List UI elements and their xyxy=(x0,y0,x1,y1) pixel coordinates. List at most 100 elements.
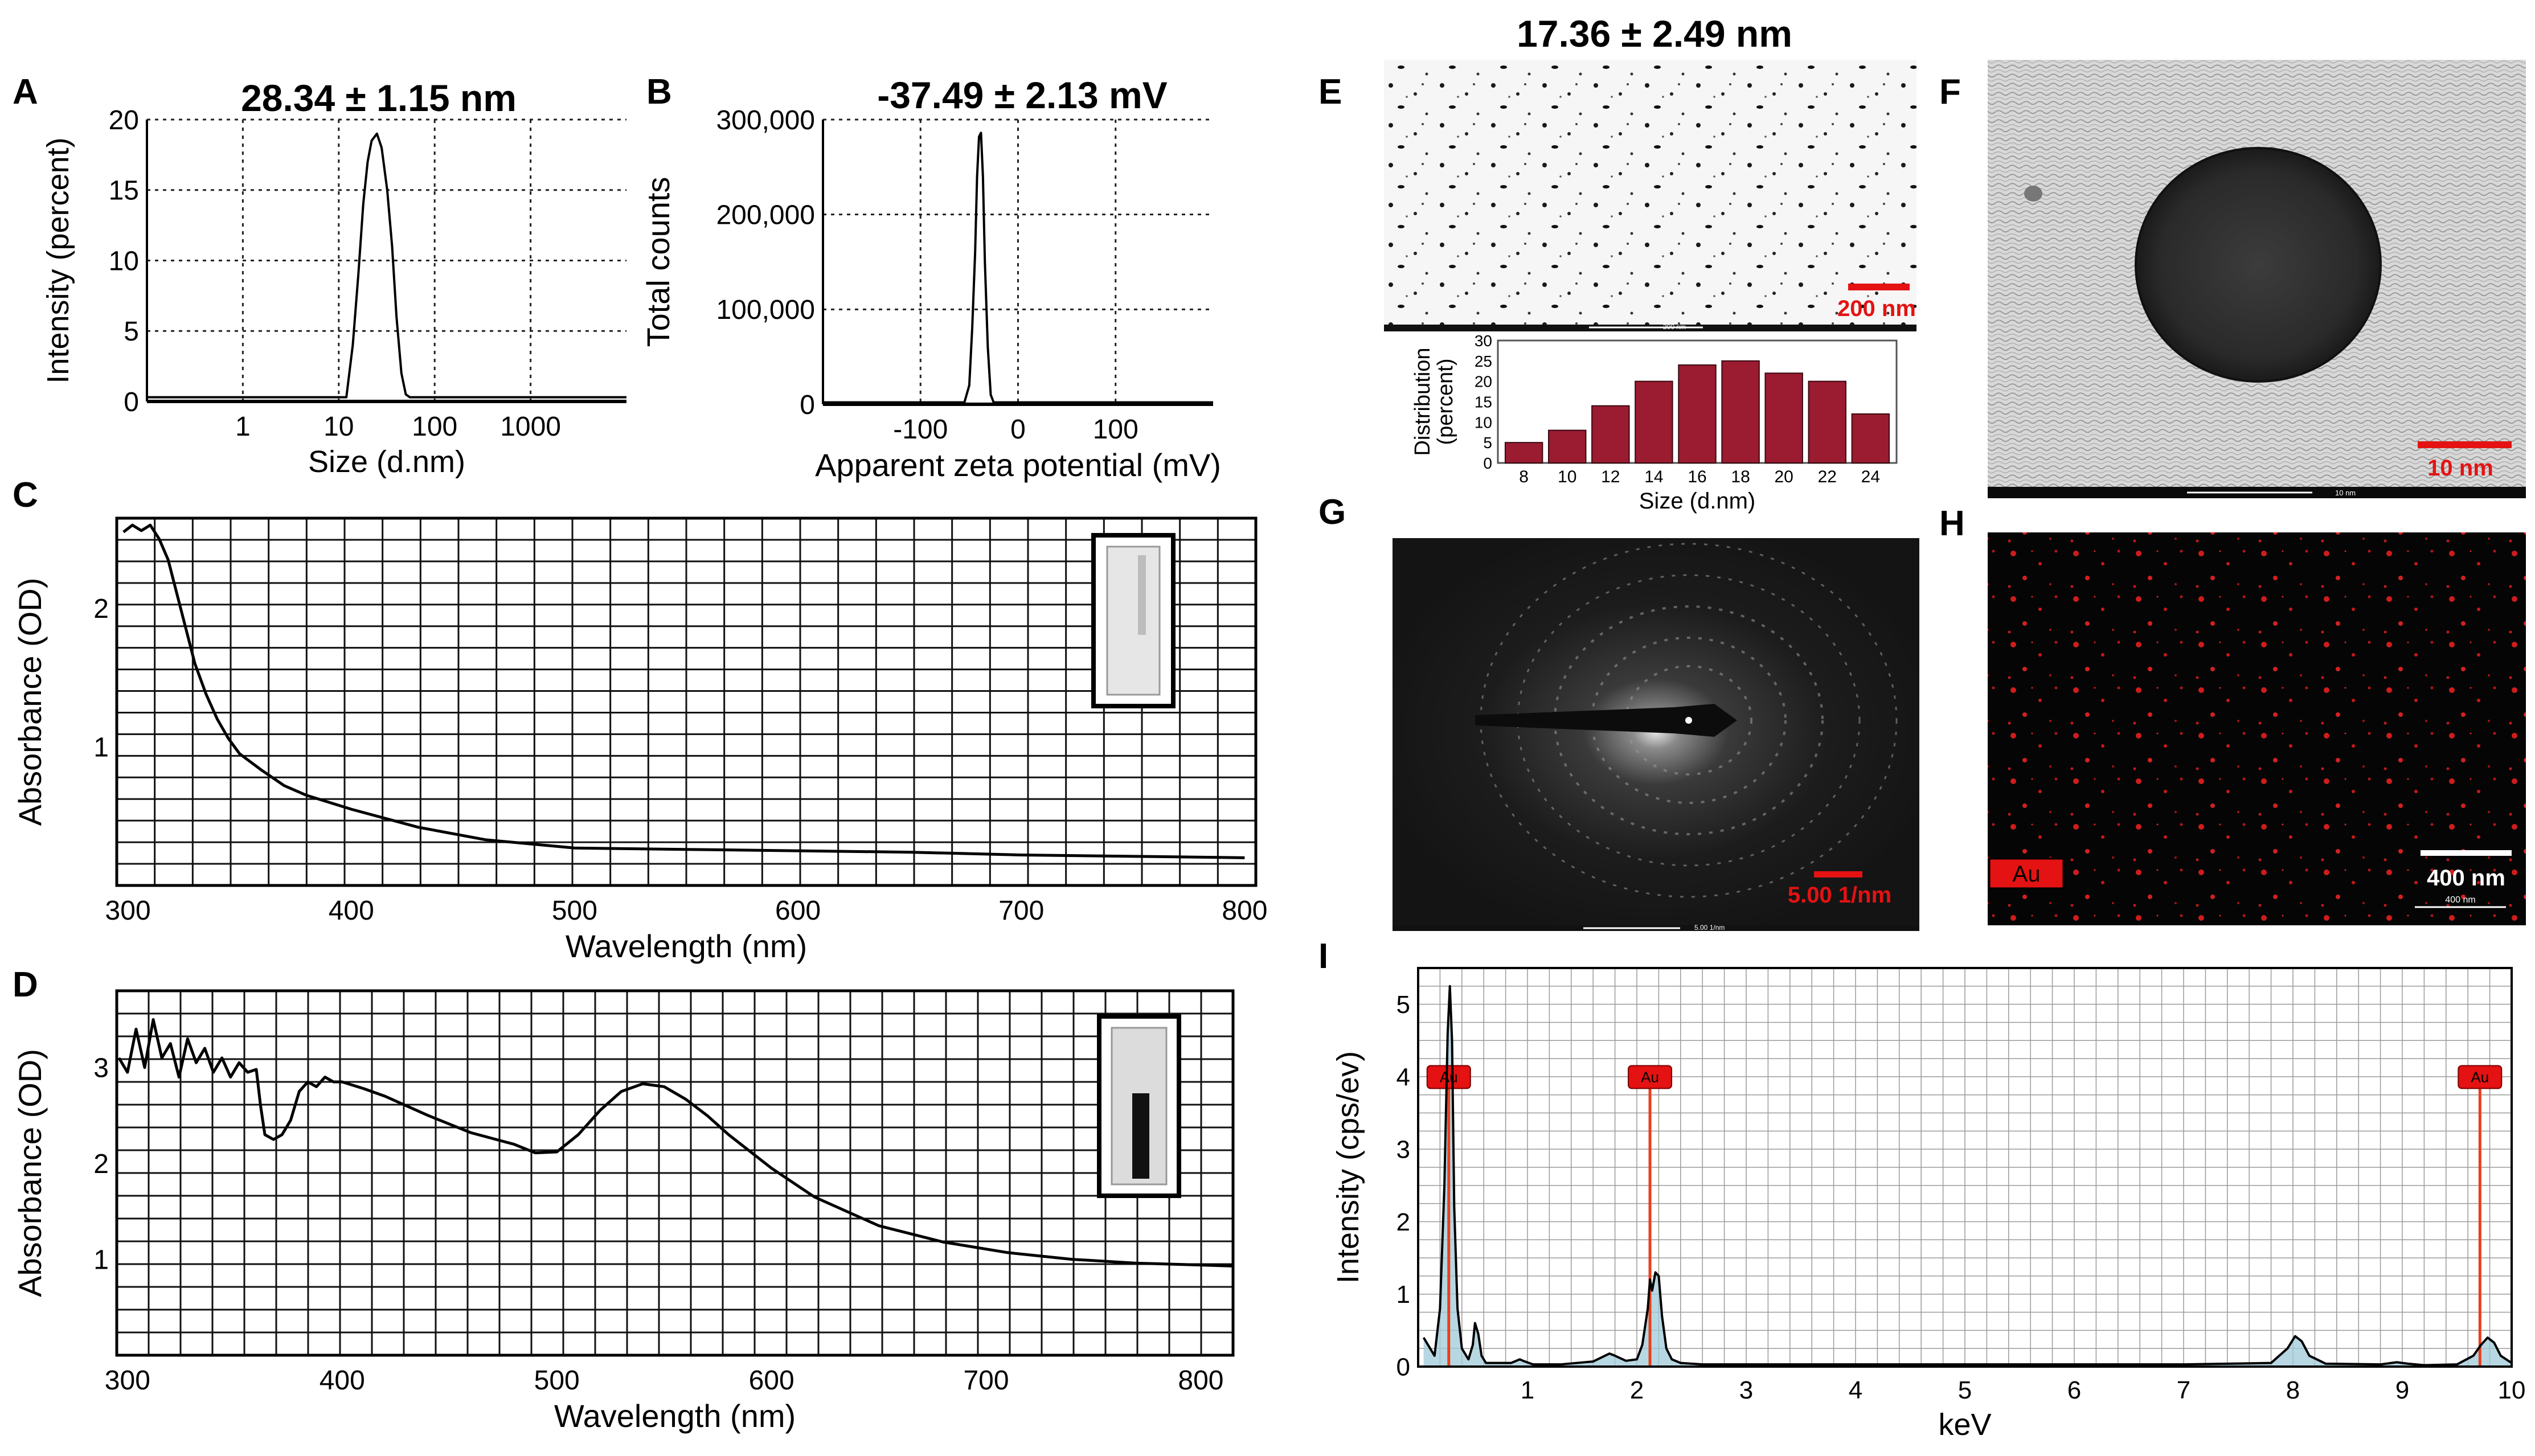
bar-14 xyxy=(1635,380,1673,464)
panel-letter-g: G xyxy=(1318,493,1346,532)
panel-e-micro-scale-text: 200 nm xyxy=(1663,323,1686,331)
bar-22 xyxy=(1808,380,1846,464)
x-tick-label-6: 20 xyxy=(1774,467,1793,486)
panel-letter-h: H xyxy=(1939,504,1965,543)
cuvette-inset-c xyxy=(1091,533,1176,708)
x-tick-label-2: 500 xyxy=(552,896,597,926)
series-line-i xyxy=(1422,985,2513,1367)
y-axis-label: Absorbance (OD) xyxy=(12,1049,48,1297)
y-tick-label-0: 0 xyxy=(1483,454,1492,472)
x-tick-label-2: 12 xyxy=(1601,467,1620,486)
cuvette-inset-d xyxy=(1097,1014,1181,1198)
x-tick-label-5: 18 xyxy=(1731,467,1750,486)
plot-frame xyxy=(115,989,1235,1357)
panel-h-element-label: Au xyxy=(2013,862,2041,887)
y-tick-label-0: 0 xyxy=(800,390,815,420)
series-line-c xyxy=(122,523,1245,859)
y-axis-label: Total counts xyxy=(640,177,676,347)
y-tick-label-2: 10 xyxy=(1475,413,1492,431)
panel-letter-b: B xyxy=(646,72,672,112)
y-tick-label-5: 25 xyxy=(1475,352,1492,370)
panel-letter-d: D xyxy=(13,965,38,1004)
x-tick-label-4: 700 xyxy=(963,1365,1009,1396)
panel-g-micro-scale-text: 5.00 1/nm xyxy=(1694,924,1725,932)
bar-16 xyxy=(1678,364,1717,464)
panel-letter-c: C xyxy=(13,475,38,515)
x-tick-label-1: 10 xyxy=(323,412,354,442)
panel-b-zeta-potential-chart: -100 0 100 0 100,000 200,000 300,000 Apparent z… xyxy=(640,105,1221,483)
x-tick-label-3: 4 xyxy=(1849,1376,1862,1404)
y-tick-label-3: 15 xyxy=(1475,393,1492,411)
x-tick-label-2: 3 xyxy=(1739,1376,1753,1404)
panel-e-tem-micrograph: 200 nm 200 nm xyxy=(1384,60,1916,331)
x-tick-label-2: 100 xyxy=(1093,415,1139,445)
panel-h-scale-bar-label: 400 nm xyxy=(2427,866,2505,891)
panel-d-uv-vis-chart: 300 400 500 600 700 800 1 2 3 Wavelength (nm) Abso… xyxy=(12,989,1235,1434)
y-tick-label-0: 0 xyxy=(124,387,139,417)
y-tick-label-1: 1 xyxy=(1396,1281,1410,1309)
panel-e-title: 17.36 ± 2.49 nm xyxy=(1517,13,1792,55)
panel-letter-i: I xyxy=(1318,937,1328,976)
panel-e-size-histogram: 8 10 12 14 16 18 20 22 24 0 5 10 15 20 25 30 Size (d.nm)… xyxy=(1411,332,1898,514)
x-tick-label-5: 800 xyxy=(1178,1365,1223,1396)
x-axis-label: Size (d.nm) xyxy=(1639,489,1756,514)
y-tick-label-1: 2 xyxy=(93,594,109,624)
x-tick-label-6: 7 xyxy=(2177,1376,2190,1404)
series-area-fill xyxy=(1423,986,2512,1367)
y-tick-label-3: 300,000 xyxy=(716,105,815,136)
x-tick-label-5: 6 xyxy=(2067,1376,2081,1404)
plot-frame xyxy=(1417,967,2513,1368)
y-axis-label-line-1: (percent) xyxy=(1434,358,1457,445)
y-axis-label: Absorbance (OD) xyxy=(12,578,48,826)
y-tick-label-3: 3 xyxy=(1396,1136,1410,1164)
y-tick-label-2: 200,000 xyxy=(716,200,815,230)
panel-h-eds-gold-map: Au 400 nm 400 nm xyxy=(1988,532,2526,925)
bar-12 xyxy=(1591,405,1630,464)
x-tick-label-3: 600 xyxy=(749,1365,795,1396)
series-line-b xyxy=(823,132,1213,404)
panel-a-dls-size-chart: 1 10 100 1000 0 5 10 15 20 Size (d.nm) Intensity (… xyxy=(41,105,626,479)
bar-24 xyxy=(1851,413,1890,464)
x-tick-label-8: 9 xyxy=(2395,1376,2409,1404)
y-tick-label-2: 3 xyxy=(93,1053,109,1084)
panel-i-eds-spectrum: Au Au Au 1 2 3 4 5 6 7 8 9 10 0 1 2 3 4 5 keV Intensity (cps… xyxy=(1331,967,2526,1442)
element-marker-label-0: Au xyxy=(1440,1069,1458,1086)
x-tick-label-0: 300 xyxy=(105,896,151,926)
panel-letter-e: E xyxy=(1318,72,1342,112)
bar-18 xyxy=(1721,360,1760,464)
series-line-d xyxy=(117,1018,1234,1268)
x-axis-label: Wavelength (nm) xyxy=(566,928,807,964)
panel-f-scale-bar-label: 10 nm xyxy=(2427,456,2493,481)
bar-10 xyxy=(1548,429,1587,464)
x-tick-label-1: 400 xyxy=(320,1365,365,1396)
x-tick-label-4: 5 xyxy=(1958,1376,1972,1404)
y-tick-label-4: 20 xyxy=(109,105,139,136)
x-axis-label: Wavelength (nm) xyxy=(554,1398,796,1434)
panel-f-hrtem-micrograph: 10 nm 10 nm xyxy=(1988,60,2526,498)
series-line-a xyxy=(147,132,626,399)
panel-g-saed-pattern: 5.00 1/nm 5.00 1/nm xyxy=(1393,538,1919,932)
x-tick-label-3: 1000 xyxy=(500,412,561,442)
panel-c-uv-vis-chart: 300 400 500 600 700 800 1 2 Wavelength (nm) Absor… xyxy=(12,516,1267,964)
element-marker-tag-1 xyxy=(1628,1065,1673,1089)
x-tick-label-1: 0 xyxy=(1010,415,1026,445)
panel-g-scale-bar-label: 5.00 1/nm xyxy=(1788,883,1891,908)
x-tick-label-9: 10 xyxy=(2498,1376,2526,1404)
y-tick-label-4: 20 xyxy=(1475,373,1492,391)
y-axis-label: Intensity (percent) xyxy=(41,137,75,383)
y-axis-label: Intensity (cps/ev) xyxy=(1331,1051,1365,1283)
plot-frame xyxy=(115,516,1258,887)
x-tick-label-1: 10 xyxy=(1558,467,1576,486)
panel-b-title: -37.49 ± 2.13 mV xyxy=(877,74,1168,116)
panel-e-scale-bar-label: 200 nm xyxy=(1837,296,1916,321)
y-tick-label-1: 2 xyxy=(93,1149,109,1179)
y-tick-label-0: 1 xyxy=(93,732,109,762)
x-tick-label-0: -100 xyxy=(893,415,948,445)
x-tick-label-0: 1 xyxy=(1521,1376,1534,1404)
panel-f-micro-scale-text: 10 nm xyxy=(2335,489,2356,497)
x-tick-label-3: 14 xyxy=(1644,467,1663,486)
y-tick-label-1: 100,000 xyxy=(716,295,815,325)
bar-8 xyxy=(1504,442,1543,464)
y-tick-label-4: 4 xyxy=(1396,1063,1410,1091)
